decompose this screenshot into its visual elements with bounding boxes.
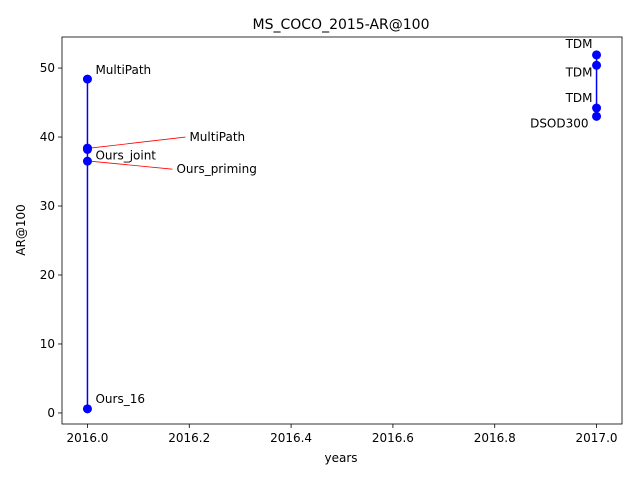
plot-area: 2016.0 2016.2 2016.4 2016.6 2016.8 2017.0 0 10 2… (40, 37, 618, 445)
point-label: Ours_joint (95, 148, 156, 162)
annotation-leader (90, 160, 173, 170)
data-point (82, 156, 92, 166)
data-point (592, 50, 602, 60)
x-axis-label: years (324, 451, 357, 465)
point-label: TDM (565, 91, 593, 105)
y-axis-label: AR@100 (14, 204, 28, 255)
chart-title: MS_COCO_2015-AR@100 (253, 17, 430, 33)
point-label: MultiPath (95, 63, 151, 77)
point-label: Ours_16 (95, 392, 145, 406)
data-point (592, 103, 602, 113)
data-point (592, 111, 602, 121)
y-tick-label: 40 (40, 130, 55, 144)
point-label: MultiPath (189, 130, 245, 144)
x-tick-label: 2016.2 (168, 431, 210, 445)
annotation-leader (90, 136, 186, 149)
x-tick-label: 2016.0 (66, 431, 108, 445)
x-tick-label: 2016.4 (270, 431, 312, 445)
data-point (82, 74, 92, 84)
data-point (82, 404, 92, 414)
point-label: TDM (565, 65, 593, 79)
data-point (592, 60, 602, 70)
point-label: TDM (565, 37, 593, 51)
y-tick-label: 0 (47, 406, 55, 420)
y-tick-label: 50 (40, 61, 55, 75)
x-tick-label: 2017.0 (576, 431, 618, 445)
point-label: Ours_priming (176, 162, 256, 176)
y-tick-label: 30 (40, 199, 55, 213)
y-tick-label: 10 (40, 337, 55, 351)
y-tick-label: 20 (40, 268, 55, 282)
x-tick-label: 2016.8 (474, 431, 516, 445)
plot-frame (61, 36, 623, 425)
x-tick-label: 2016.6 (372, 431, 414, 445)
point-label: DSOD300 (530, 116, 588, 130)
data-point (82, 144, 92, 154)
